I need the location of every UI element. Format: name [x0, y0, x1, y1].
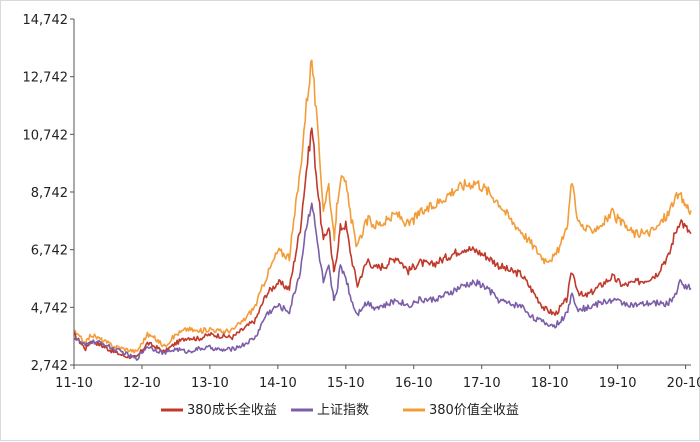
y-tick-label: 10,742: [23, 128, 69, 143]
series-line-1: [73, 202, 692, 361]
x-tick-label: 18-10: [531, 376, 569, 391]
x-tick-label: 16-10: [395, 376, 433, 391]
y-tick-label: 8,742: [31, 186, 68, 201]
y-tick-label: 12,742: [23, 71, 69, 86]
y-axis-ticks: 2,742 4,742 6,742 8,742 10,742 12,742 14,742: [23, 13, 74, 374]
x-axis-ticks: 11-10 12-10 13-10 14-10 15-10 16-10 17-10 18-10…: [55, 365, 700, 391]
legend-label-1: 上证指数: [317, 403, 369, 418]
series-line-2: [73, 59, 692, 354]
y-tick-label: 2,742: [31, 359, 68, 374]
x-tick-label: 13-10: [191, 376, 229, 391]
x-tick-label: 11-10: [55, 376, 93, 391]
x-tick-label: 15-10: [327, 376, 365, 391]
y-tick-label: 4,742: [31, 301, 68, 316]
x-tick-label: 20-10: [667, 376, 700, 391]
series-line-0: [73, 127, 692, 360]
y-tick-label: 6,742: [31, 244, 68, 259]
legend: 380成长全收益 上证指数 380价值全收益: [161, 402, 519, 418]
series-layer: [73, 59, 692, 361]
legend-label-2: 380价值全收益: [429, 402, 519, 418]
legend-label-0: 380成长全收益: [187, 402, 277, 418]
x-tick-label: 14-10: [259, 376, 297, 391]
x-tick-label: 19-10: [599, 376, 637, 391]
x-tick-label: 17-10: [463, 376, 501, 391]
x-tick-label: 12-10: [123, 376, 161, 391]
y-tick-label: 14,742: [23, 13, 69, 28]
